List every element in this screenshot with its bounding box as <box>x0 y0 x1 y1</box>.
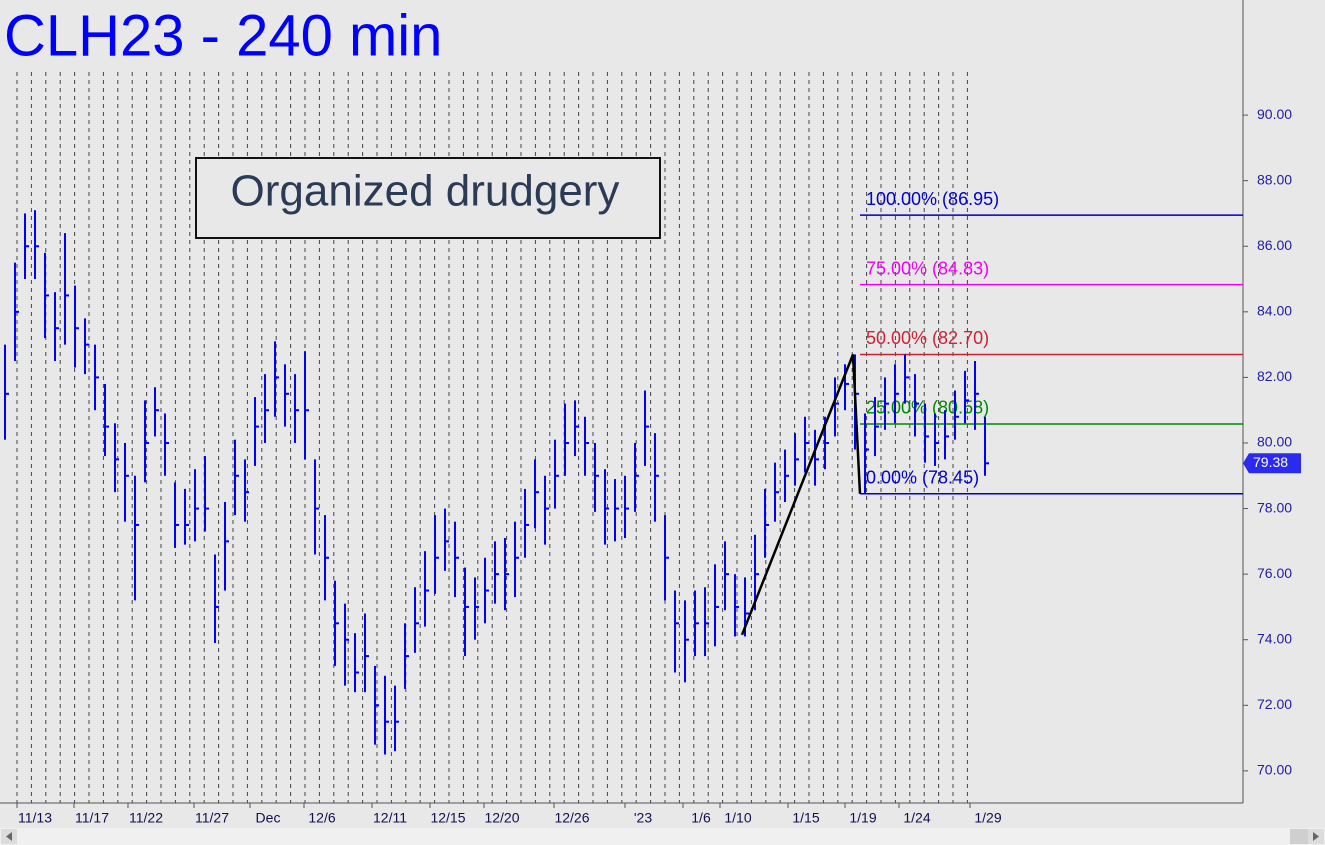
x-tick-label: 1/10 <box>724 810 751 826</box>
y-tick-label: 72.00 <box>1257 696 1292 712</box>
x-tick-label: 1/15 <box>792 810 819 826</box>
y-tick-label: 90.00 <box>1257 106 1292 122</box>
x-tick-label: 11/22 <box>129 810 163 826</box>
x-tick-label: 12/26 <box>554 810 589 826</box>
y-tick-label: 74.00 <box>1257 630 1292 646</box>
y-tick-label: 80.00 <box>1257 434 1292 450</box>
x-tick-label: 12/15 <box>430 810 465 826</box>
last-price-box <box>1243 453 1301 474</box>
y-tick-label: 82.00 <box>1257 368 1292 384</box>
level-label: 0.00% (78.45) <box>866 468 979 488</box>
y-tick-label: 84.00 <box>1257 303 1292 319</box>
x-tick-label: 12/11 <box>373 810 407 826</box>
swing-line <box>740 353 862 636</box>
x-tick-label: 11/13 <box>18 810 52 826</box>
x-tick-label: 1/19 <box>849 810 876 826</box>
x-tick-label: 1/6 <box>691 810 711 826</box>
x-tick-label: 1/24 <box>903 810 930 826</box>
level-label: 75.00% (84.83) <box>866 258 989 278</box>
level-label: 100.00% (86.95) <box>866 189 999 209</box>
y-tick-label: 88.00 <box>1257 171 1292 187</box>
scroll-right-arrow <box>1313 832 1319 841</box>
chart-title: CLH23 - 240 min <box>4 3 442 68</box>
x-tick-label: '23 <box>634 810 652 826</box>
x-tick-label: 11/17 <box>75 810 109 826</box>
y-tick-label: 70.00 <box>1257 762 1292 778</box>
x-tick-label: 1/29 <box>974 810 1001 826</box>
x-tick-label: Dec <box>256 810 281 826</box>
scroll-thumb[interactable] <box>1290 829 1308 844</box>
last-price-label: 79.38 <box>1253 454 1288 470</box>
y-tick-label: 86.00 <box>1257 237 1292 253</box>
annotation: Organized drudgery <box>231 167 620 216</box>
annotation-box <box>195 157 661 239</box>
level-label: 50.00% (82.70) <box>866 328 989 348</box>
x-tick-label: 12/20 <box>484 810 519 826</box>
x-tick-label: 11/27 <box>195 810 229 826</box>
y-tick-label: 78.00 <box>1257 499 1292 515</box>
level-label: 25.00% (80.58) <box>866 398 989 418</box>
y-tick-label: 76.00 <box>1257 565 1292 581</box>
scrollbar[interactable] <box>0 828 1325 845</box>
x-tick-label: 12/6 <box>308 810 335 826</box>
scroll-left-arrow <box>6 832 12 841</box>
